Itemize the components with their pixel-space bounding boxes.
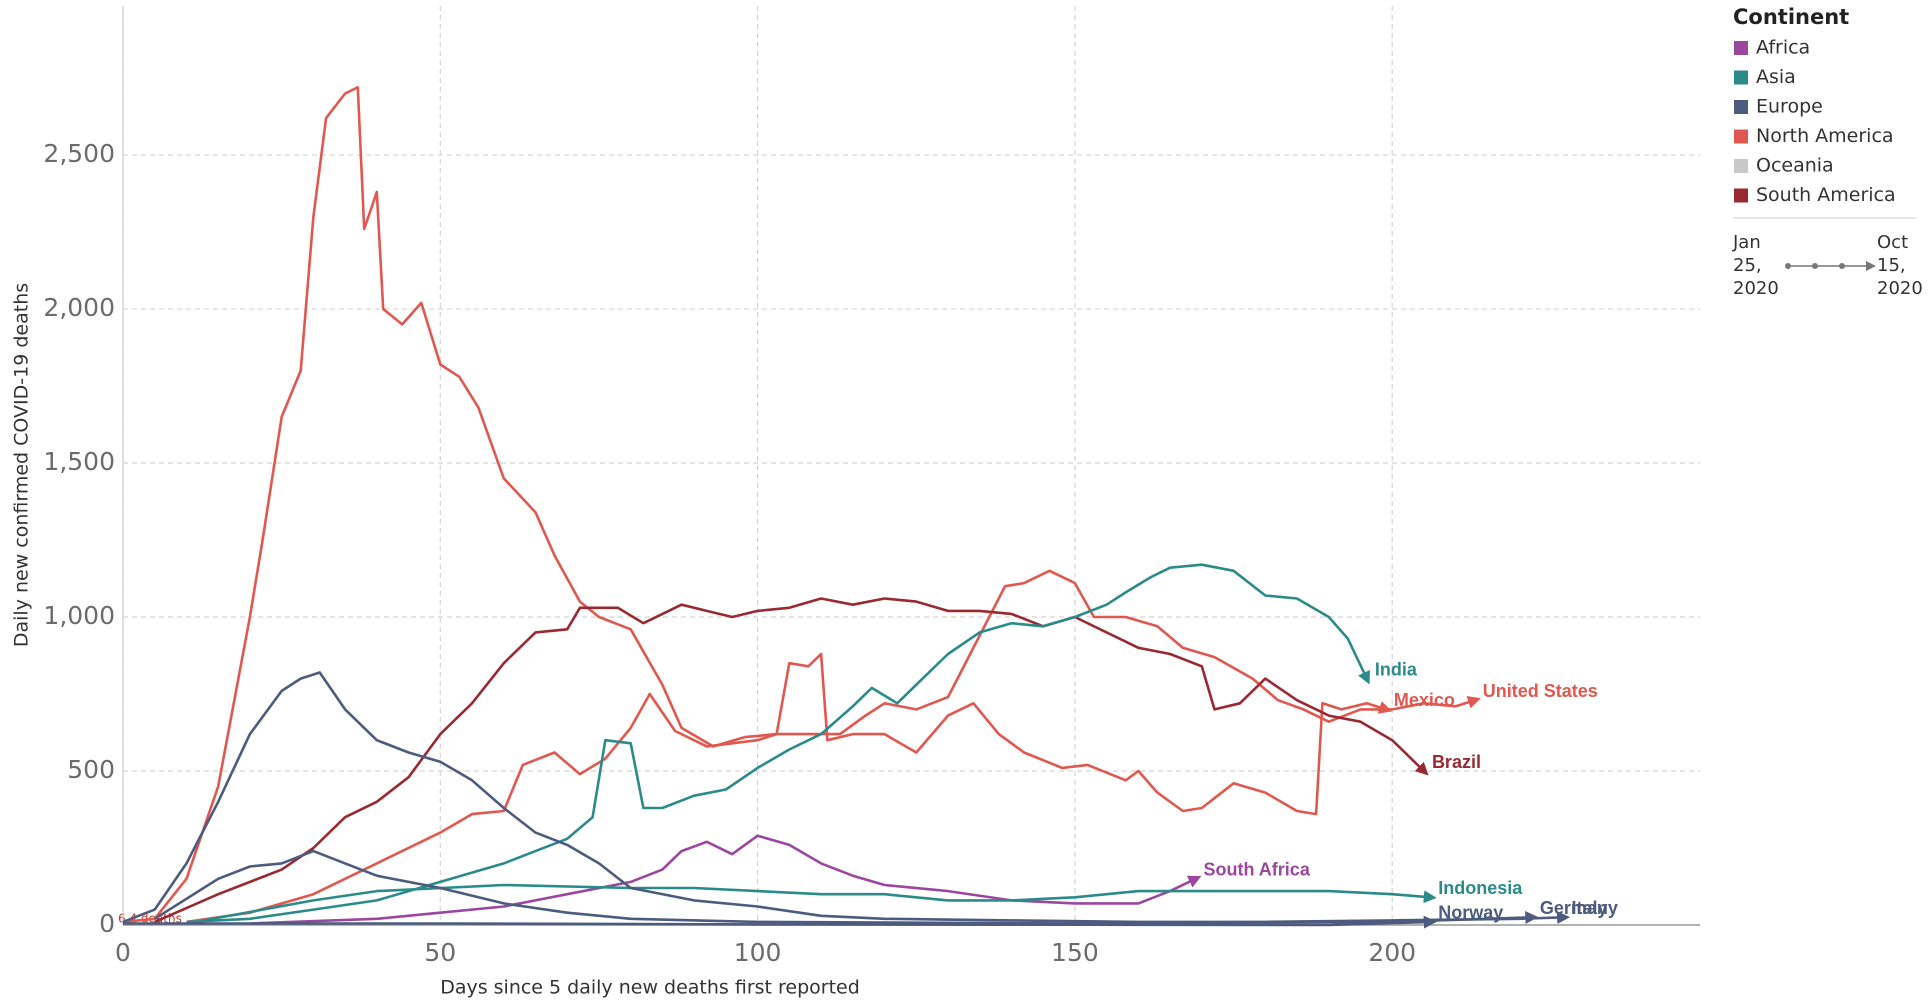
- legend-label: Oceania: [1756, 155, 1834, 177]
- legend-swatch: [1734, 100, 1748, 114]
- y-tick-label: 0: [99, 909, 115, 938]
- series-line: [186, 883, 1437, 925]
- y-tick-label: 1,000: [43, 601, 115, 630]
- series-label: United States: [1483, 681, 1598, 701]
- series-line: [154, 849, 1539, 925]
- legend-swatch: [1734, 70, 1748, 85]
- series-line: [154, 597, 1429, 924]
- series-line: [186, 563, 1370, 924]
- x-tick-label: 200: [1368, 938, 1416, 967]
- series-line: [122, 671, 1571, 925]
- timeline-label: 2020: [1733, 278, 1779, 299]
- legend-swatch: [1734, 188, 1748, 203]
- timeline-dot: [1785, 263, 1791, 269]
- y-tick-label: 2,500: [43, 139, 115, 168]
- series-label: Mexico: [1394, 690, 1455, 710]
- x-tick-label: 50: [424, 938, 456, 967]
- legend-label: Europe: [1756, 96, 1823, 118]
- legend-swatch: [1734, 41, 1748, 55]
- y-axis-title: Daily new confirmed COVID-19 deaths: [11, 283, 33, 647]
- timeline-label: 2020: [1877, 278, 1923, 299]
- timeline-dot: [1812, 263, 1818, 269]
- x-tick-label: 150: [1051, 938, 1099, 967]
- legend-swatch: [1734, 129, 1748, 144]
- y-tick-label: 2,000: [43, 293, 115, 322]
- timeline-label: Jan: [1732, 232, 1761, 253]
- legend-swatch: [1734, 159, 1748, 173]
- timeline-label: 15,: [1877, 255, 1906, 276]
- timeline-dot: [1839, 263, 1845, 269]
- series-line: [123, 915, 1437, 929]
- legend-label: South America: [1756, 184, 1896, 206]
- series-line: [249, 834, 1202, 925]
- series-label: South Africa: [1203, 860, 1310, 880]
- x-tick-label: 100: [734, 938, 782, 967]
- y-tick-label: 500: [67, 755, 115, 784]
- series-label: Brazil: [1432, 752, 1481, 772]
- x-axis-title: Days since 5 daily new deaths first repo…: [440, 977, 860, 999]
- timeline-label: Oct: [1877, 232, 1908, 253]
- timeline-arrow: [1866, 261, 1876, 271]
- legend-title: Continent: [1733, 5, 1849, 29]
- series-label: Indonesia: [1438, 878, 1523, 898]
- legend-label: North America: [1756, 125, 1894, 147]
- legend-label: Africa: [1756, 37, 1810, 59]
- series-label: Italy: [1572, 898, 1608, 918]
- series-label: India: [1375, 659, 1418, 679]
- series-line: [186, 652, 1393, 924]
- timeline-label: 25,: [1733, 255, 1762, 276]
- x-tick-label: 0: [115, 938, 131, 967]
- legend-label: Asia: [1756, 66, 1796, 88]
- series-line: [122, 86, 1481, 924]
- y-tick-label: 1,500: [43, 447, 115, 476]
